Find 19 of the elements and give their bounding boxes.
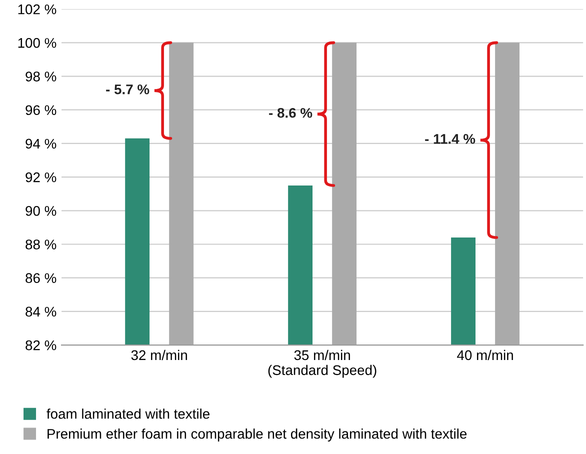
y-tick-label: 86 % bbox=[26, 273, 56, 284]
y-tick-label: 94 % bbox=[26, 138, 56, 149]
x-tick-label: 32 m/min bbox=[131, 350, 187, 360]
y-tick-label: 96 % bbox=[26, 105, 56, 116]
y-tick-label: 92 % bbox=[26, 172, 56, 182]
y-tick-label: 90 % bbox=[26, 206, 56, 216]
y-tick-label: 102 % bbox=[18, 4, 56, 14]
y-tick-label: 88 % bbox=[26, 240, 56, 250]
legend-label: foam laminated with textile bbox=[46, 408, 210, 419]
annotation: - 11.4 % bbox=[425, 134, 476, 144]
annotation: - 5.7 % bbox=[106, 84, 150, 94]
x-tick-label: 40 m/min bbox=[457, 350, 513, 360]
annotation: - 8.6 % bbox=[269, 108, 312, 118]
y-tick-label: 98 % bbox=[26, 72, 56, 82]
y-tick-label: 84 % bbox=[26, 306, 56, 317]
y-tick-label: 100 % bbox=[18, 38, 56, 48]
x-tick-label: 35 m/min (Standard Speed) bbox=[268, 350, 376, 378]
y-tick-label: 82 % bbox=[26, 340, 56, 350]
legend-label: Premium ether foam in comparable net density laminated with textile bbox=[48, 428, 467, 442]
